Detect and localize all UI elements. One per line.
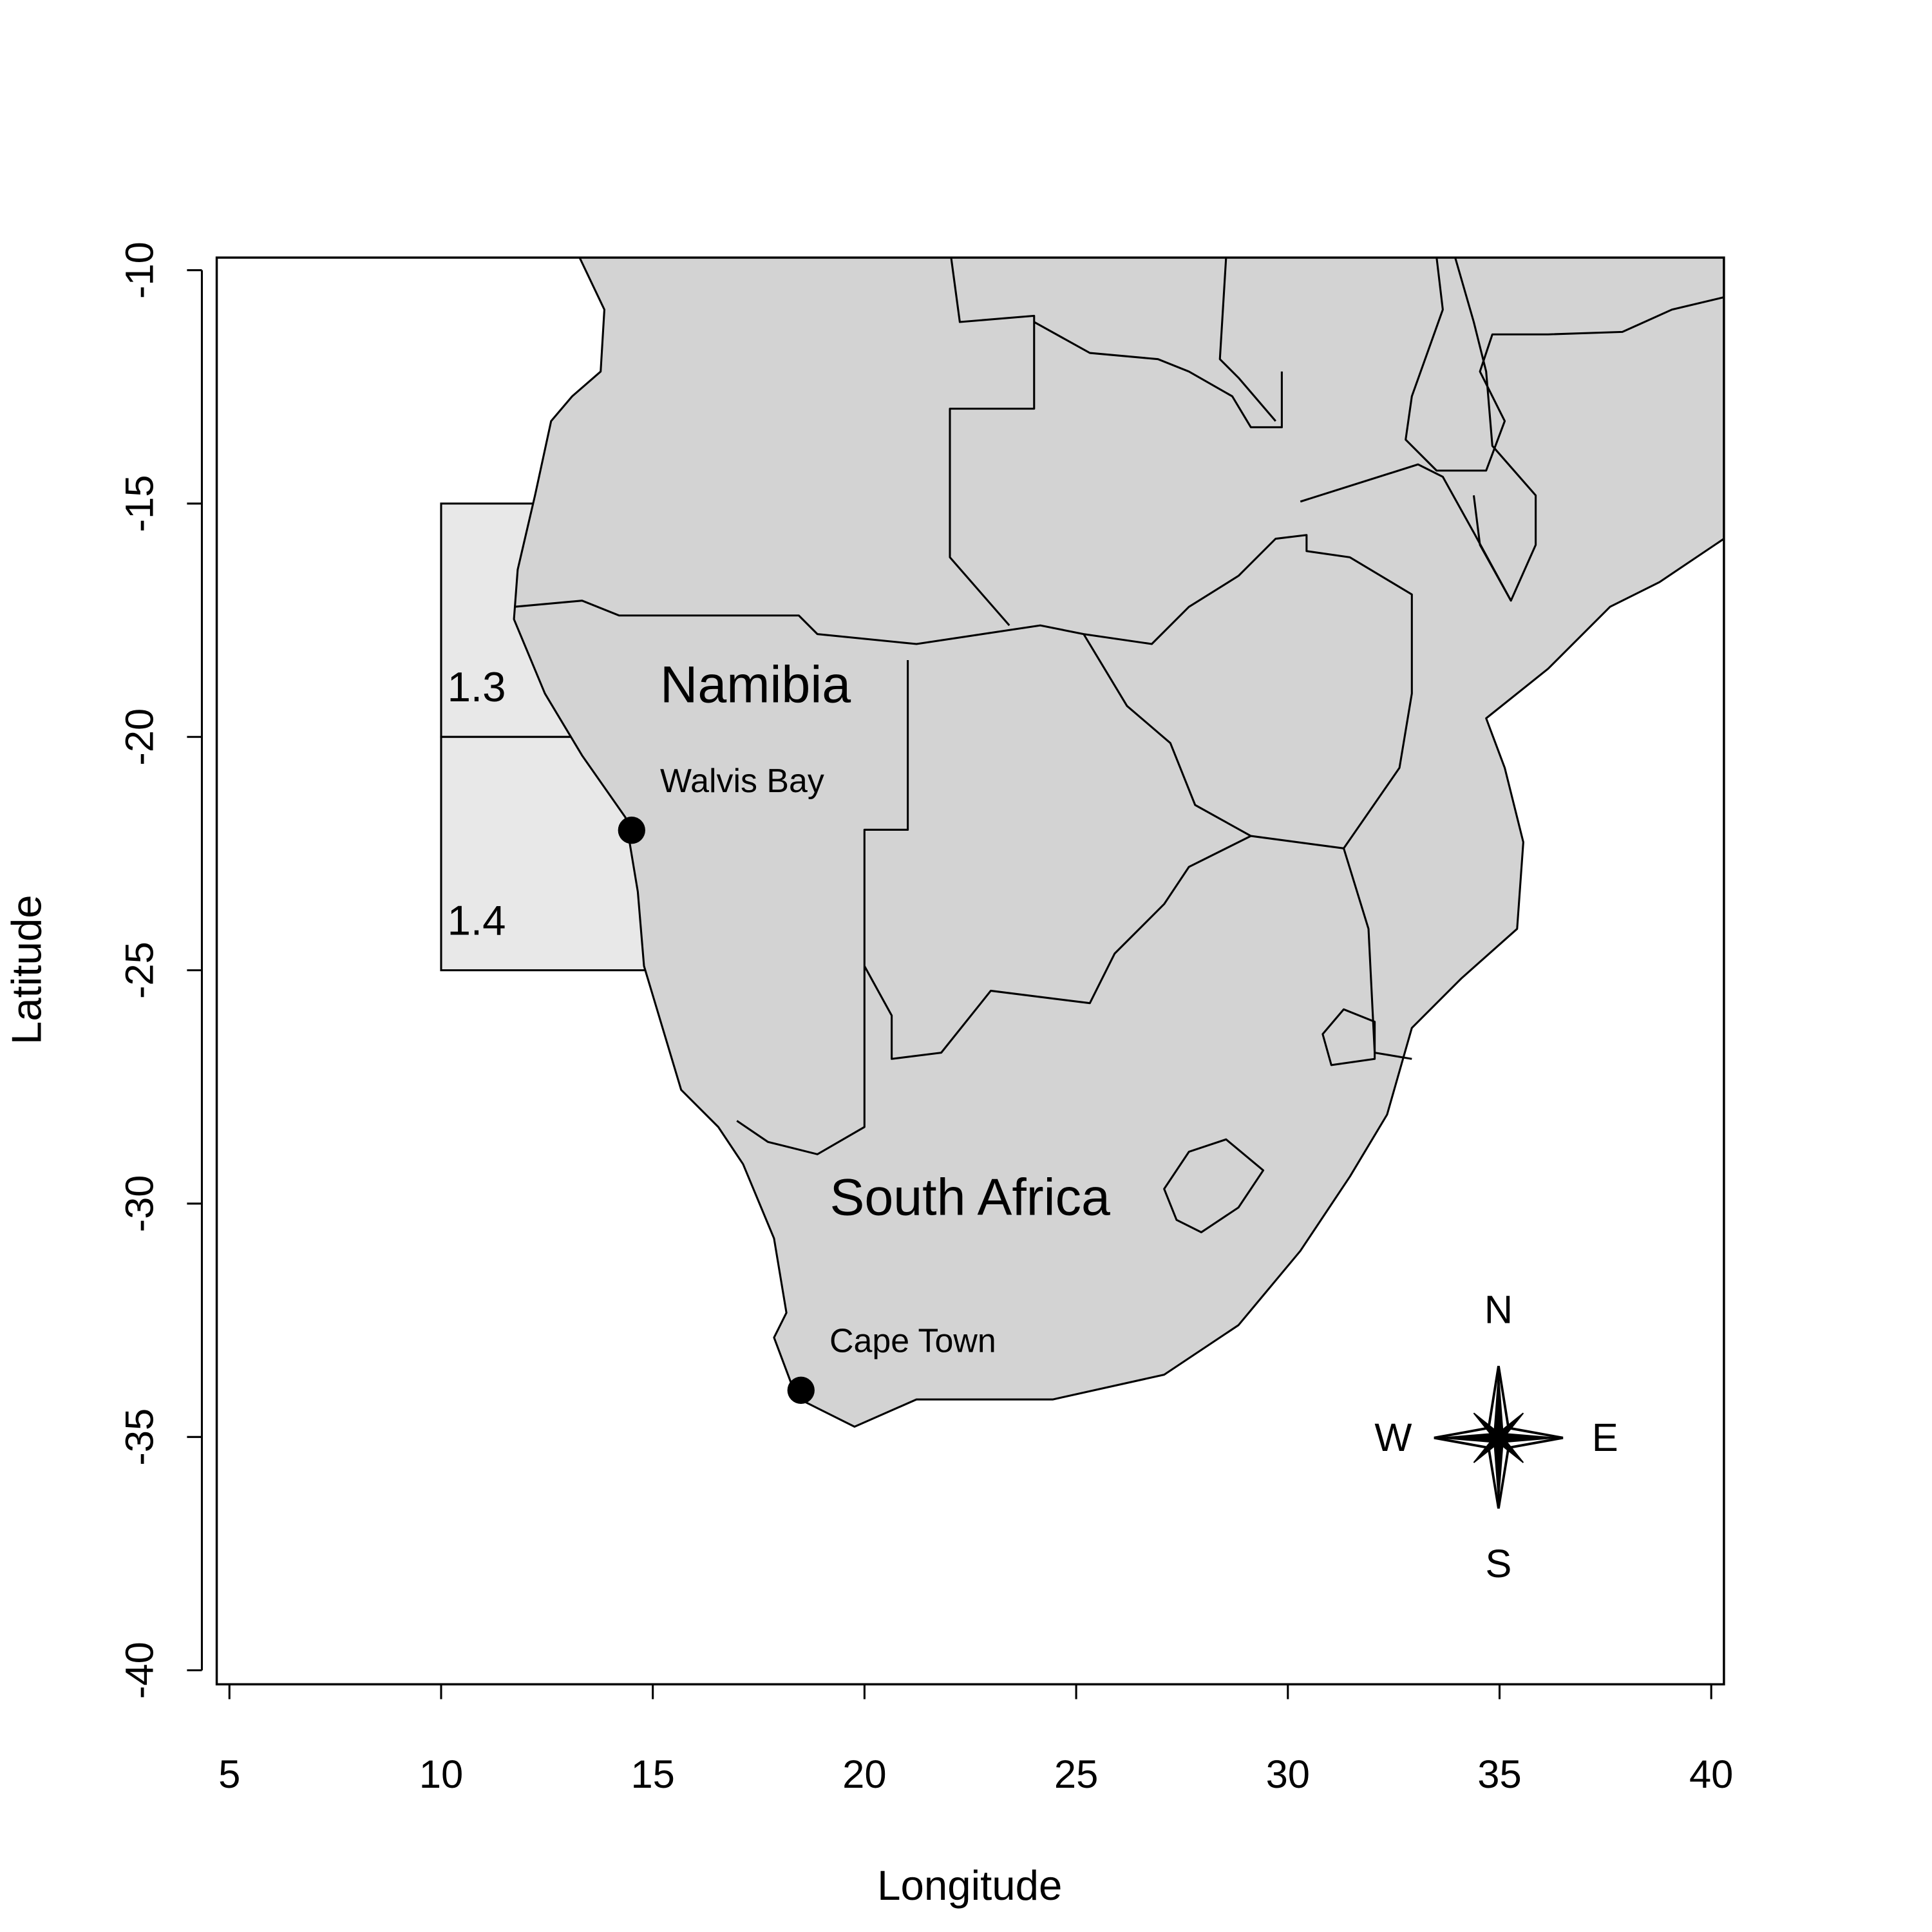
eswatini-border <box>1321 1008 1376 1066</box>
border <box>736 660 909 1155</box>
x-tick-label: 25 <box>1054 1752 1098 1797</box>
city-point <box>618 817 645 844</box>
border <box>1237 534 1413 849</box>
x-tick-label: 35 <box>1477 1752 1521 1797</box>
border <box>1218 257 1276 422</box>
lesotho-border <box>1163 1138 1265 1233</box>
border <box>513 574 1239 645</box>
region-label: 1.4 <box>448 896 506 943</box>
country-label: South Africa <box>829 1169 1110 1227</box>
city-label: Walvis Bay <box>660 762 824 800</box>
y-tick-label: -40 <box>117 1642 162 1699</box>
border <box>1034 321 1283 428</box>
x-axis-label: Longitude <box>877 1862 1062 1909</box>
country-label: Namibia <box>660 656 851 714</box>
x-tick-label: 40 <box>1689 1752 1733 1797</box>
city-label: Cape Town <box>829 1322 996 1359</box>
y-tick-label: -30 <box>117 1175 162 1232</box>
y-tick-label: -15 <box>117 475 162 532</box>
y-tick-label: -20 <box>117 708 162 766</box>
city-point <box>787 1376 815 1404</box>
y-tick-label: -25 <box>117 942 162 999</box>
compass-label: W <box>1374 1416 1412 1460</box>
y-tick-label: -10 <box>117 242 162 299</box>
compass-star-diag <box>1473 1412 1524 1463</box>
compass-label: E <box>1592 1416 1618 1460</box>
points: Walvis Bay Cape Town <box>618 762 996 1404</box>
region-label: 1.3 <box>448 663 506 710</box>
y-axis-label: Latitude <box>3 895 50 1045</box>
border <box>863 835 1412 1060</box>
y-tick-label: -35 <box>117 1408 162 1466</box>
border <box>1405 257 1725 472</box>
compass-label: S <box>1485 1542 1511 1586</box>
x-tick-label: 15 <box>630 1752 674 1797</box>
compass: N S E W <box>1374 1288 1618 1586</box>
compass-label: N <box>1484 1288 1513 1332</box>
x-tick-label: 10 <box>419 1752 463 1797</box>
border <box>1454 257 1537 602</box>
x-tick-label: 5 <box>218 1752 240 1797</box>
border <box>1083 633 1252 837</box>
border <box>949 257 1036 627</box>
x-tick-label: 20 <box>842 1752 886 1797</box>
x-tick-label: 30 <box>1266 1752 1310 1797</box>
